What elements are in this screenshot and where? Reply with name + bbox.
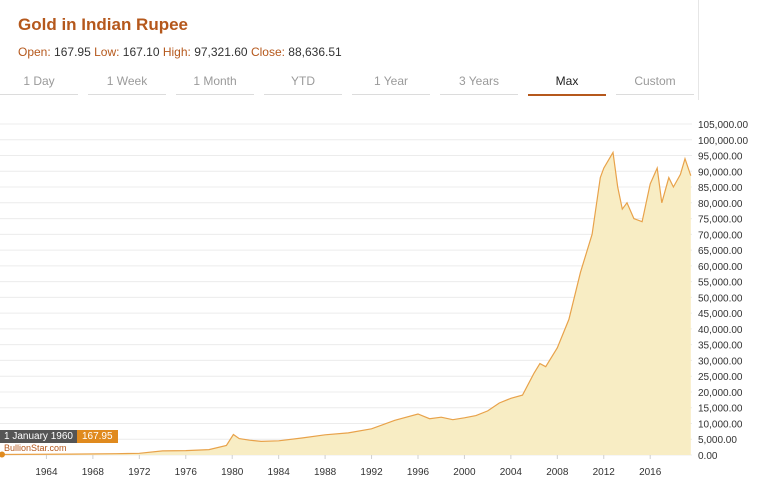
high-label: High: <box>162 45 191 59</box>
low-label: Low: <box>94 45 120 59</box>
y-tick-label: 80,000.00 <box>698 199 743 210</box>
close-value: 88,636.51 <box>288 45 342 59</box>
x-tick-label: 1968 <box>82 467 105 478</box>
close-label: Close: <box>250 45 285 59</box>
x-tick-label: 1988 <box>314 467 337 478</box>
y-tick-label: 10,000.00 <box>698 419 743 430</box>
x-tick-label: 2004 <box>500 467 523 478</box>
x-tick-label: 1972 <box>128 467 151 478</box>
chart-panel-frame <box>0 0 699 100</box>
tab-1-day[interactable]: 1 Day <box>0 68 78 95</box>
tab-custom[interactable]: Custom <box>616 68 694 95</box>
y-tick-label: 95,000.00 <box>698 152 743 163</box>
y-tick-label: 45,000.00 <box>698 309 743 320</box>
x-tick-label: 2000 <box>453 467 476 478</box>
y-tick-label: 30,000.00 <box>698 356 743 367</box>
y-tick-label: 100,000.00 <box>698 136 748 147</box>
brand-watermark: BullionStar.com <box>4 443 67 453</box>
page-title: Gold in Indian Rupee <box>18 15 188 34</box>
low-value: 167.10 <box>122 45 160 59</box>
x-axis-labels: 1964 1968 1972 1976 1980 1984 1988 1992 1996 2000… <box>35 467 661 478</box>
y-tick-label: 65,000.00 <box>698 246 743 257</box>
y-tick-label: 70,000.00 <box>698 230 743 241</box>
x-tick-label: 1996 <box>407 467 430 478</box>
y-tick-label: 25,000.00 <box>698 372 743 383</box>
y-tick-label: 85,000.00 <box>698 183 743 194</box>
tab-max[interactable]: Max <box>528 68 606 96</box>
y-tick-label: 75,000.00 <box>698 215 743 226</box>
price-chart[interactable]: 0.00 5,000.00 10,000.00 15,000.00 20,000.00 2… <box>0 100 765 485</box>
tooltip-date: 1 January 1960 <box>0 430 77 443</box>
y-tick-label: 35,000.00 <box>698 341 743 352</box>
x-tick-label: 2008 <box>546 467 569 478</box>
ohlc-summary: Open: 167.95 Low: 167.10 High: 97,321.60… <box>18 45 342 59</box>
range-tabs: 1 Day 1 Week 1 Month YTD 1 Year 3 Years … <box>0 68 698 96</box>
y-tick-label: 60,000.00 <box>698 262 743 273</box>
y-tick-label: 55,000.00 <box>698 278 743 289</box>
tab-ytd[interactable]: YTD <box>264 68 342 95</box>
tab-1-year[interactable]: 1 Year <box>352 68 430 95</box>
y-tick-label: 105,000.00 <box>698 120 748 131</box>
tooltip-value: 167.95 <box>76 430 118 443</box>
y-tick-label: 20,000.00 <box>698 388 743 399</box>
open-value: 167.95 <box>54 45 91 59</box>
x-tick-label: 1992 <box>360 467 383 478</box>
high-value: 97,321.60 <box>194 45 248 59</box>
crosshair-tooltip: 1 January 1960 167.95 <box>0 430 118 443</box>
x-tick-label: 1964 <box>35 467 58 478</box>
x-tick-label: 2016 <box>639 467 662 478</box>
y-axis-labels: 0.00 5,000.00 10,000.00 15,000.00 20,000.00 2… <box>698 120 748 462</box>
y-tick-label: 90,000.00 <box>698 167 743 178</box>
y-tick-label: 0.00 <box>698 451 718 462</box>
open-label: Open: <box>18 45 51 59</box>
start-point-marker <box>0 451 5 458</box>
x-tick-label: 1984 <box>268 467 291 478</box>
y-tick-label: 5,000.00 <box>698 435 737 446</box>
price-line <box>0 150 692 456</box>
y-tick-label: 15,000.00 <box>698 404 743 415</box>
y-tick-label: 50,000.00 <box>698 293 743 304</box>
x-tick-label: 1980 <box>221 467 244 478</box>
x-tick-label: 2012 <box>593 467 616 478</box>
tab-1-month[interactable]: 1 Month <box>176 68 254 95</box>
tab-3-years[interactable]: 3 Years <box>440 68 518 95</box>
x-tick-label: 1976 <box>175 467 198 478</box>
y-tick-label: 40,000.00 <box>698 325 743 336</box>
price-area-fill <box>0 152 691 455</box>
tab-1-week[interactable]: 1 Week <box>88 68 166 95</box>
